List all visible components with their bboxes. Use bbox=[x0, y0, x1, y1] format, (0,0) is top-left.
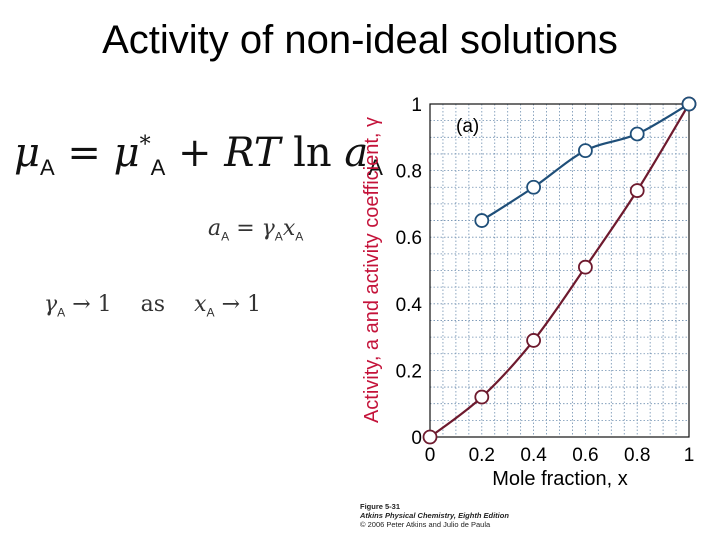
activity-coefficient-point bbox=[578, 143, 593, 159]
ideal-limit-equation: γA → 1 as xA → 1 bbox=[44, 292, 262, 320]
activity-point bbox=[474, 389, 490, 405]
activity-point bbox=[629, 183, 645, 198]
activity-coefficient-point bbox=[526, 179, 541, 195]
panel-label: (a) bbox=[456, 116, 479, 137]
series-points bbox=[422, 96, 697, 445]
x-tick-label: 0.4 bbox=[520, 445, 547, 466]
chart-grid bbox=[430, 104, 689, 437]
activity-coefficient-point bbox=[474, 213, 490, 228]
y-tick-label: 1 bbox=[411, 95, 422, 116]
activity-coefficient-point bbox=[681, 96, 697, 112]
x-tick-label: 1 bbox=[684, 445, 695, 466]
figure-caption: Figure 5-31 Atkins Physical Chemistry, E… bbox=[360, 502, 509, 529]
activity-point bbox=[526, 333, 541, 348]
activity-point bbox=[422, 429, 438, 445]
activity-coefficient-point bbox=[629, 126, 645, 142]
book-title: Atkins Physical Chemistry, Eighth Editio… bbox=[360, 511, 509, 520]
x-tick-label: 0 bbox=[425, 445, 436, 466]
activity-definition-equation: aA = γAxA bbox=[208, 216, 304, 244]
copyright-notice: © 2006 Peter Atkins and Julio de Paula bbox=[360, 520, 491, 529]
x-axis-label: Mole fraction, x bbox=[492, 468, 628, 490]
x-tick-label: 0.8 bbox=[624, 445, 650, 466]
y-tick-label: 0.8 bbox=[396, 162, 422, 183]
plot-area-border bbox=[429, 103, 690, 438]
y-tick-label: 0 bbox=[411, 428, 422, 449]
x-tick-label: 0.6 bbox=[572, 445, 598, 466]
y-tick-label: 0.4 bbox=[396, 295, 423, 316]
y-axis-label: Activity, a and activity coefficient, γ bbox=[361, 117, 383, 423]
figure-number: Figure 5-31 bbox=[360, 502, 401, 511]
y-tick-label: 0.6 bbox=[396, 228, 422, 249]
slide-title: Activity of non-ideal solutions bbox=[102, 18, 618, 62]
y-tick-label: 0.2 bbox=[396, 361, 422, 382]
activity-point bbox=[578, 259, 593, 275]
tick-labels: 0 0.2 0.4 0.6 0.8 1 0 0.2 0.4 0.6 0.8 1 bbox=[396, 95, 695, 466]
x-tick-label: 0.2 bbox=[469, 445, 495, 466]
chemical-potential-equation: μA = μ*A + RT ln aA bbox=[14, 130, 383, 180]
